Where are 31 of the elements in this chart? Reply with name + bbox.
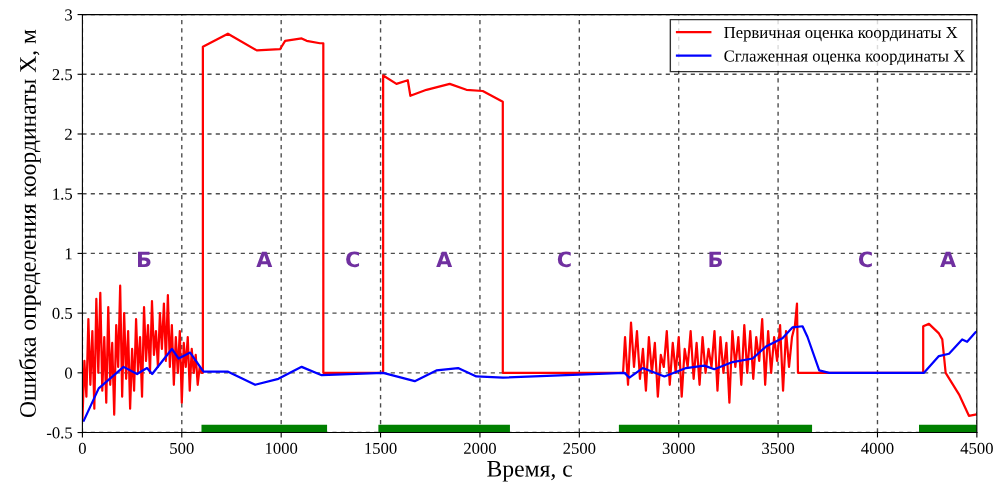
x-tick-label: 1000	[265, 442, 298, 454]
x-tick-label: 500	[170, 442, 194, 454]
y-tick-label: 2.5	[52, 69, 73, 81]
legend-label: Первичная оценка координаты X	[724, 27, 958, 42]
annotation: А	[256, 251, 273, 267]
legend-label: Сглаженная оценка координаты X	[724, 50, 965, 66]
y-axis-title: Ошибка определения координаты X, м	[18, 29, 41, 418]
y-tick-label: -0.5	[46, 427, 73, 439]
x-tick-label: 4000	[861, 442, 894, 454]
x-axis-title: Время, с	[487, 461, 572, 482]
y-tick-label: 1.5	[53, 188, 73, 200]
line-series	[82, 325, 977, 422]
annotation: Б	[709, 251, 722, 267]
x-tick-label: 2000	[464, 442, 496, 454]
x-tick-label: 3000	[662, 442, 695, 454]
x-tick-label: 3500	[762, 442, 795, 454]
x-tick-label: 4500	[960, 442, 993, 454]
y-tick-label: 0.5	[52, 307, 73, 320]
annotation: А	[436, 251, 453, 267]
annotation: С	[858, 251, 872, 268]
y-tick-label: 1	[65, 248, 72, 260]
x-tick-label: 1500	[365, 442, 397, 454]
y-tick-label: 3	[65, 9, 73, 21]
annotation: Б	[138, 251, 151, 267]
x-tick-label: 0	[78, 442, 86, 454]
annotation: С	[346, 251, 360, 268]
annotation: А	[940, 251, 956, 267]
y-tick-label: 0	[64, 367, 73, 379]
y-tick-label: 2	[65, 128, 72, 140]
annotation: С	[557, 251, 571, 268]
x-tick-label: 2500	[563, 442, 596, 454]
